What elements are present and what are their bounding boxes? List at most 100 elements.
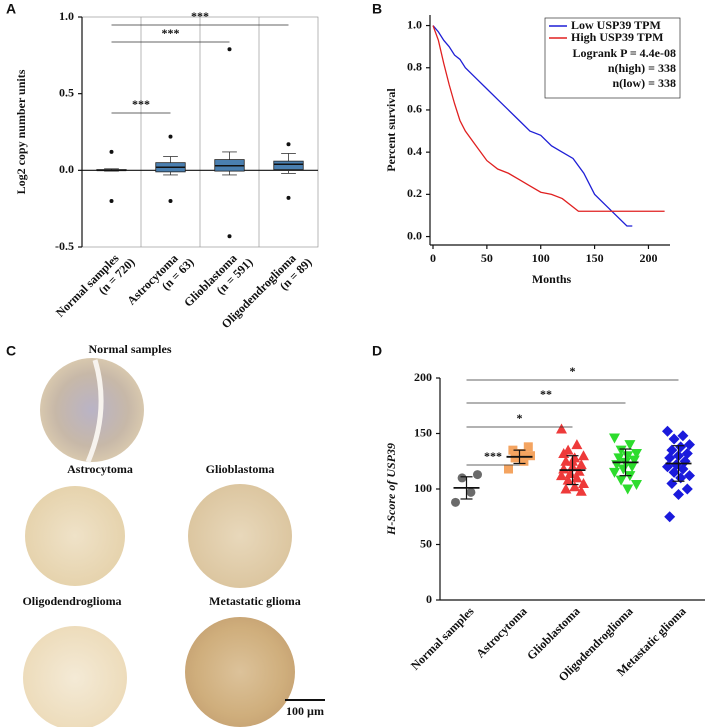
significance-label: *** xyxy=(132,97,150,111)
data-point xyxy=(624,440,636,451)
y-tick-label: 0.8 xyxy=(407,60,422,74)
data-point xyxy=(578,477,589,488)
data-point xyxy=(609,433,620,444)
data-point xyxy=(562,474,574,485)
y-tick-label: 0.5 xyxy=(59,85,74,99)
data-point xyxy=(626,462,638,473)
data-point xyxy=(666,477,678,489)
survival-curve xyxy=(432,25,633,227)
micrograph xyxy=(185,617,295,727)
data-point xyxy=(560,483,572,494)
outlier xyxy=(227,47,232,52)
data-point xyxy=(556,470,567,481)
significance-label: *** xyxy=(191,9,209,23)
data-point xyxy=(622,484,634,495)
micrograph xyxy=(188,484,292,588)
micrograph xyxy=(23,626,127,727)
significance-label: * xyxy=(517,411,523,425)
data-point xyxy=(662,425,673,437)
outlier xyxy=(286,142,291,147)
micrograph xyxy=(25,486,125,586)
panel-label: B xyxy=(372,1,382,17)
legend-label: High USP39 TPM xyxy=(571,30,663,44)
data-point xyxy=(664,511,676,523)
significance-label: *** xyxy=(162,26,180,40)
data-point xyxy=(631,448,642,459)
data-point xyxy=(613,453,625,464)
x-tick-label: 100 xyxy=(532,251,550,265)
data-point xyxy=(631,480,642,491)
data-point xyxy=(684,470,695,482)
tissue-fold xyxy=(85,359,104,463)
box xyxy=(273,160,304,170)
data-point xyxy=(681,483,693,495)
data-point xyxy=(457,473,467,483)
legend-box xyxy=(544,17,681,99)
data-point xyxy=(668,466,680,478)
y-tick-label: 0.2 xyxy=(407,186,422,200)
data-point xyxy=(578,450,589,461)
y-tick-label: 1.0 xyxy=(407,17,422,31)
outlier xyxy=(109,149,114,154)
y-axis-title: H-Score of USP39 xyxy=(384,443,398,536)
survival-curve xyxy=(432,25,665,212)
x-tick-label: Normal samples xyxy=(408,604,477,673)
micrograph-label: Astrocytoma xyxy=(67,462,133,476)
outlier xyxy=(168,199,173,203)
x-axis-title: Months xyxy=(532,272,572,286)
data-point xyxy=(473,470,482,480)
data-point xyxy=(569,481,581,492)
data-point xyxy=(677,463,689,475)
data-point xyxy=(681,447,693,459)
data-point xyxy=(615,475,627,486)
x-tick-label: 50 xyxy=(481,251,493,265)
y-tick-label: -0.5 xyxy=(55,239,74,253)
micrograph-label: Metastatic glioma xyxy=(209,594,301,608)
y-tick-label: 1.0 xyxy=(59,9,74,23)
data-point xyxy=(451,497,460,507)
y-tick-label: 0.4 xyxy=(407,144,422,158)
data-point xyxy=(628,455,640,466)
data-point xyxy=(526,451,535,461)
data-point xyxy=(615,445,627,456)
significance-label: ** xyxy=(540,387,552,401)
data-point xyxy=(508,445,518,455)
data-point xyxy=(664,452,676,464)
x-tick-label: Astrocytoma xyxy=(473,604,529,660)
panel-label: A xyxy=(6,1,16,17)
legend-label: Low USP39 TPM xyxy=(571,18,661,32)
panel-label: D xyxy=(372,343,382,359)
outlier xyxy=(227,234,232,239)
micrograph-label: Normal samples xyxy=(89,342,172,356)
data-point xyxy=(519,456,529,466)
data-point xyxy=(677,430,689,442)
data-point xyxy=(668,433,680,445)
y-tick-label: 0.0 xyxy=(59,162,74,176)
panel-label: C xyxy=(6,343,16,359)
data-point xyxy=(575,485,587,496)
y-tick-label: 0.6 xyxy=(407,102,422,116)
y-tick-label: 0 xyxy=(426,592,432,606)
significance-label: *** xyxy=(484,449,502,463)
data-point xyxy=(571,472,583,483)
data-point xyxy=(523,442,533,452)
data-point xyxy=(556,423,567,434)
x-tick-label: 150 xyxy=(586,251,604,265)
y-axis-title: Log2 copy number units xyxy=(14,69,28,194)
micrograph xyxy=(40,358,144,462)
micrograph-label: Oligodendroglioma xyxy=(22,594,121,608)
data-point xyxy=(684,439,695,451)
outlier xyxy=(168,134,173,139)
outlier xyxy=(286,195,291,200)
y-tick-label: 200 xyxy=(414,370,432,384)
data-point xyxy=(666,444,678,456)
x-tick-label: 0 xyxy=(430,251,436,265)
annotation: n(high) = 338 xyxy=(608,61,676,75)
data-point xyxy=(466,487,476,497)
x-tick-label: Glioblastoma xyxy=(524,604,582,662)
y-axis-title: Percent survival xyxy=(384,88,398,172)
data-point xyxy=(558,447,570,458)
x-tick-label: 200 xyxy=(639,251,657,265)
